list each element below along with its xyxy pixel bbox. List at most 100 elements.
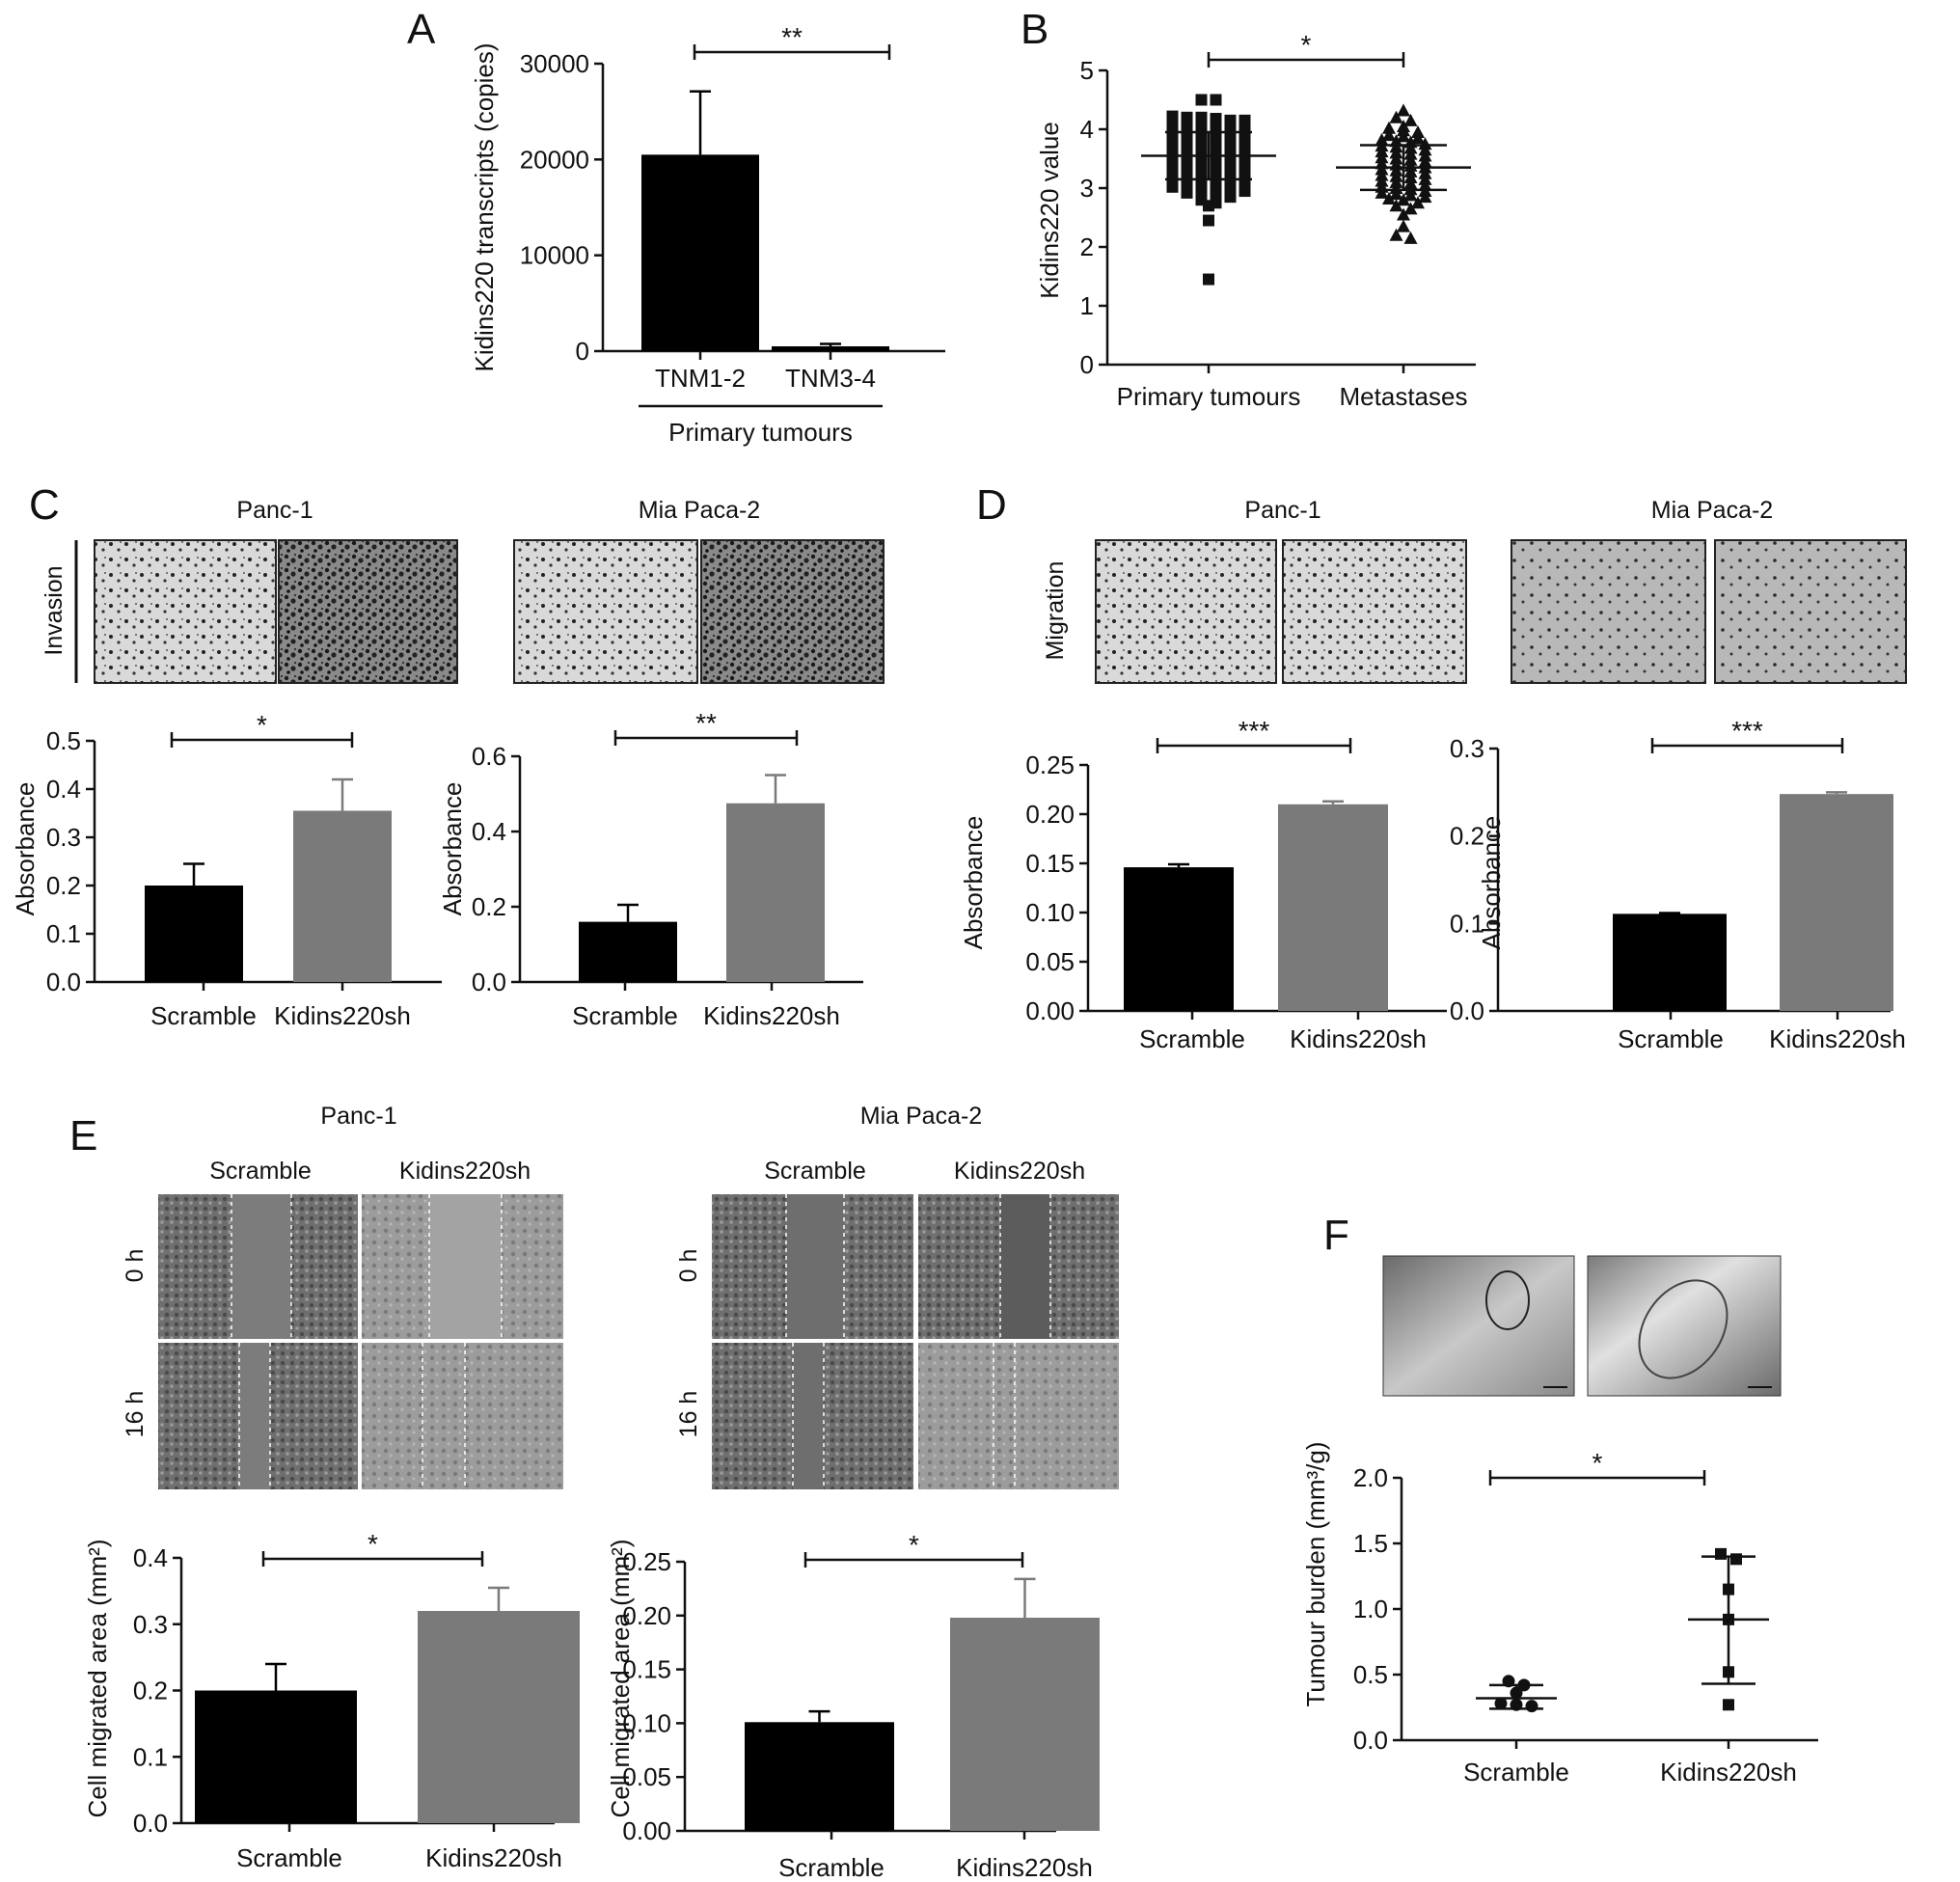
A-bar: [772, 346, 889, 351]
panel-d-miapaca-title: Mia Paca-2: [1651, 497, 1773, 524]
B-data-point: [1239, 114, 1251, 126]
D2-bar: [1780, 794, 1893, 1011]
A-y-tick-label: 10000: [520, 241, 589, 270]
E1-bar: [418, 1611, 580, 1823]
panel-letter-b: B: [1021, 6, 1048, 53]
D1-y-tick-label: 0.00: [1025, 996, 1075, 1025]
D1-bar: [1124, 867, 1234, 1011]
D1-x-tick-label: Scramble: [1139, 1024, 1245, 1053]
wound-image-panc1-scramble-0h: [158, 1194, 358, 1339]
E1-y-tick-label: 0.2: [133, 1677, 168, 1705]
E1-y-tick-label: 0.1: [133, 1742, 168, 1771]
B-data-point: [1210, 94, 1222, 106]
E1-y-tick-label: 0.0: [133, 1809, 168, 1838]
C1-x-tick-label: Kidins220sh: [274, 1001, 411, 1030]
B-data-point: [1181, 117, 1193, 129]
B-data-point: [1375, 132, 1389, 146]
B-y-tick-label: 1: [1080, 291, 1094, 320]
C2-y-tick-label: 0.0: [472, 968, 506, 996]
C2-x-tick-label: Kidins220sh: [703, 1001, 840, 1030]
C2-x-tick-label: Scramble: [572, 1001, 678, 1030]
E2-y-tick-label: 0.15: [622, 1655, 671, 1684]
C1-x-tick-label: Scramble: [150, 1001, 257, 1030]
C1-significance-stars: *: [257, 710, 267, 740]
F-y-tick-label: 0.0: [1353, 1726, 1388, 1755]
C1-y-tick-label: 0.1: [46, 919, 81, 948]
D1-y-tick-label: 0.25: [1025, 750, 1075, 779]
B-data-point: [1210, 119, 1222, 131]
wound-image-panc1-kidins-16h: [362, 1343, 563, 1489]
F-y-tick-label: 1.0: [1353, 1595, 1388, 1623]
E2-bar: [950, 1618, 1100, 1831]
micrograph-d-panc1-scramble: [1095, 539, 1277, 684]
B-data-point: [1389, 199, 1403, 212]
F-data-point: [1715, 1547, 1727, 1560]
D2-significance-stars: ***: [1731, 716, 1763, 746]
B-data-point: [1181, 111, 1193, 123]
tumour-image-scramble: [1382, 1255, 1575, 1397]
F-y-tick-label: 0.5: [1353, 1660, 1388, 1689]
E1-x-tick-label: Kidins220sh: [425, 1843, 562, 1872]
F-data-point: [1494, 1697, 1508, 1710]
F-data-point: [1525, 1700, 1538, 1713]
E1-significance-stars: *: [368, 1529, 378, 1559]
D1-x-tick-label: Kidins220sh: [1290, 1024, 1427, 1053]
A-group-label: Primary tumours: [668, 418, 853, 447]
B-data-point: [1418, 137, 1432, 150]
F-y-axis-label: Tumour burden (mm³/g): [1301, 1442, 1330, 1707]
E2-significance-stars: *: [909, 1530, 919, 1560]
panel-e-panc1-16h-label: 16 h: [122, 1391, 149, 1438]
D1-significance-stars: ***: [1239, 716, 1270, 746]
panel-e-panc1-title: Panc-1: [320, 1103, 396, 1130]
B-data-point: [1203, 214, 1214, 227]
panel-e-panc1-0h-label: 0 h: [122, 1249, 149, 1283]
C2-bar: [579, 921, 677, 982]
E2-x-tick-label: Scramble: [778, 1853, 885, 1882]
charts-layer: 0 10000 20000 30000 TNM1-2 TNM3-4 Kidins220 tr…: [11, 22, 1906, 1882]
C2-y-axis-label: Absorbance: [438, 782, 467, 916]
D1-y-tick-label: 0.20: [1025, 800, 1075, 829]
panel-c-panc1-title: Panc-1: [236, 497, 313, 524]
A-significance-stars: **: [781, 22, 803, 52]
D2-x-tick-label: Scramble: [1618, 1024, 1724, 1053]
B-data-point: [1411, 125, 1425, 139]
A-y-tick-label: 0: [576, 337, 589, 366]
migration-row-label: Migration: [1042, 561, 1069, 661]
A-x-tick-label: TNM3-4: [785, 364, 876, 393]
E1-y-axis-label: Cell migrated area (mm²): [83, 1540, 112, 1818]
A-bar: [641, 154, 759, 351]
C1-y-tick-label: 0.3: [46, 823, 81, 852]
B-data-point: [1195, 117, 1208, 129]
B-data-point: [1397, 119, 1410, 132]
C2-significance-stars: **: [695, 708, 717, 738]
panel-e-miapaca-title: Mia Paca-2: [860, 1103, 982, 1130]
D2-y-tick-label: 0.2: [1450, 822, 1484, 851]
E1-y-tick-label: 0.3: [133, 1610, 168, 1639]
B-data-point: [1382, 121, 1396, 134]
wound-image-miapaca-scramble-16h: [712, 1343, 913, 1489]
E2-y-tick-label: 0.05: [622, 1762, 671, 1791]
F-data-point: [1723, 1699, 1734, 1711]
panel-letter-f: F: [1323, 1212, 1349, 1259]
panel-letter-e: E: [69, 1112, 97, 1159]
B-data-point: [1382, 191, 1396, 205]
panel-d-panc1-title: Panc-1: [1244, 497, 1320, 524]
D2-y-tick-label: 0.1: [1450, 909, 1484, 938]
B-data-point: [1397, 207, 1410, 221]
E1-bar: [195, 1690, 357, 1823]
micrograph-d-panc1-kidins: [1282, 539, 1467, 684]
panel-e-miapaca-0h-label: 0 h: [675, 1249, 702, 1283]
panel-e-panc1-kidins-col: Kidins220sh: [399, 1158, 531, 1185]
F-x-tick-label: Scramble: [1463, 1758, 1569, 1787]
B-x-tick-label: Primary tumours: [1117, 382, 1301, 411]
micrograph-d-miapaca-scramble: [1511, 539, 1706, 684]
E2-y-tick-label: 0.25: [622, 1547, 671, 1576]
D2-bar: [1613, 914, 1727, 1011]
B-data-point: [1403, 202, 1418, 215]
A-y-tick-label: 30000: [520, 49, 589, 78]
D1-y-tick-label: 0.15: [1025, 849, 1075, 878]
B-data-point: [1397, 193, 1410, 206]
C1-y-tick-label: 0.4: [46, 775, 81, 804]
C1-y-axis-label: Absorbance: [11, 782, 40, 916]
